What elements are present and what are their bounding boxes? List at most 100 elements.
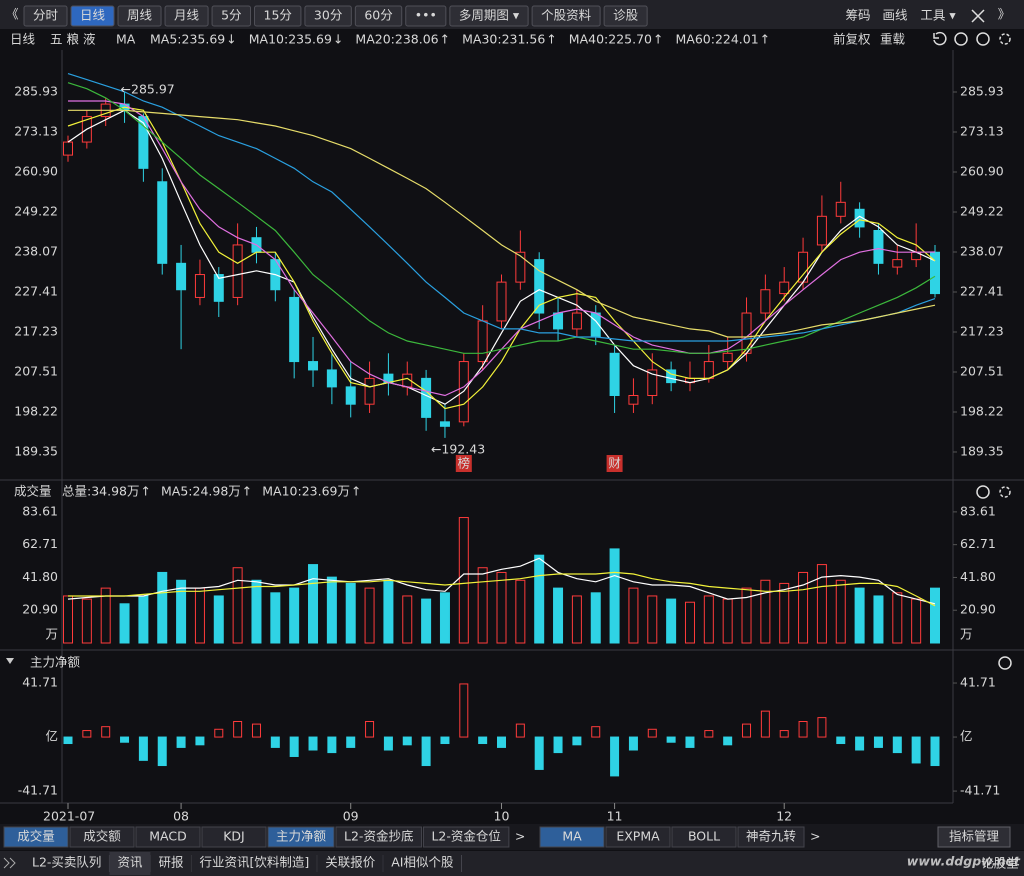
indicator-tab-label[interactable]: MACD bbox=[149, 829, 186, 844]
forward-button[interactable]: 》 bbox=[998, 7, 1011, 22]
bottom-tab-label[interactable]: 关联报价 bbox=[325, 855, 376, 870]
indicator-tab[interactable] bbox=[267, 826, 335, 848]
event-marker[interactable] bbox=[455, 455, 472, 472]
more-button[interactable]: > bbox=[515, 829, 525, 844]
flow-bar bbox=[214, 728, 224, 738]
manage-button-label[interactable]: 指标管理 bbox=[949, 829, 1000, 844]
bottom-tab[interactable] bbox=[317, 852, 384, 875]
toolbar-button[interactable] bbox=[531, 5, 601, 27]
toolbar-button[interactable] bbox=[70, 5, 115, 27]
high-label: ←285.97 bbox=[121, 81, 175, 96]
toolbar-button-label[interactable]: 日线 bbox=[80, 8, 106, 23]
toolbar-button-label[interactable]: 分时 bbox=[33, 8, 59, 23]
volume-bar bbox=[458, 517, 469, 644]
toolbar-button-label[interactable]: 月线 bbox=[174, 8, 200, 23]
toolbar-button-label[interactable]: 15分 bbox=[264, 8, 292, 23]
close-icon[interactable] bbox=[976, 485, 990, 499]
indicator-tab[interactable] bbox=[422, 826, 510, 848]
indicator-tab[interactable] bbox=[605, 826, 671, 848]
volume-bar bbox=[308, 564, 319, 644]
event-marker[interactable] bbox=[606, 455, 623, 472]
indicator-tab[interactable] bbox=[539, 826, 605, 848]
manage-button[interactable] bbox=[937, 826, 1011, 848]
volume-bar bbox=[816, 564, 827, 644]
close-icon[interactable] bbox=[998, 656, 1012, 670]
toolbar-button-label[interactable]: 多周期图 ▾ bbox=[459, 8, 520, 23]
expand-icon[interactable] bbox=[3, 857, 16, 869]
toolbar-link[interactable]: 画线 bbox=[882, 8, 908, 23]
toolbar-button-label[interactable]: 周线 bbox=[127, 8, 153, 23]
back-button[interactable]: 《 bbox=[6, 7, 19, 22]
header-link[interactable]: 重载 bbox=[880, 32, 906, 47]
ma-legend-trend: ↑ bbox=[546, 32, 556, 47]
zoom-in-icon[interactable] bbox=[954, 32, 968, 46]
indicator-tab-label[interactable]: 成交量 bbox=[17, 829, 55, 844]
flow-bar bbox=[873, 736, 883, 748]
collapse-icon[interactable] bbox=[6, 658, 14, 664]
toolbar-button[interactable] bbox=[449, 5, 529, 27]
indicator-tab[interactable] bbox=[3, 826, 69, 848]
bottom-tab[interactable] bbox=[191, 852, 318, 875]
toolbar-button-label[interactable]: 诊股 bbox=[613, 8, 639, 23]
indicator-tab-label[interactable]: MA bbox=[562, 829, 582, 844]
flow-bar bbox=[101, 726, 111, 738]
x-tick-label: 2021-07 bbox=[43, 809, 95, 824]
indicator-tab-label[interactable]: L2-资金仓位 bbox=[431, 829, 500, 844]
volume-bar bbox=[364, 587, 375, 644]
toolbar-button-label[interactable]: 个股资料 bbox=[541, 8, 592, 23]
toolbar-button-label[interactable]: 30分 bbox=[314, 8, 342, 23]
settings-icon[interactable] bbox=[999, 33, 1011, 45]
y-tick-label: 207.51 bbox=[14, 363, 58, 378]
indicator-tab-label[interactable]: KDJ bbox=[223, 829, 245, 844]
toolbar-button[interactable] bbox=[211, 5, 252, 27]
indicator-tab-label[interactable]: 主力净额 bbox=[276, 829, 327, 844]
bottom-link[interactable]: 论股堂 bbox=[981, 856, 1019, 871]
undo-icon[interactable] bbox=[933, 31, 947, 46]
indicator-tab-label[interactable]: 成交额 bbox=[83, 829, 121, 844]
indicator-tab-label[interactable]: 神奇九转 bbox=[746, 829, 796, 844]
bottom-tab-label[interactable]: AI相似个股 bbox=[391, 855, 454, 870]
toolbar-button[interactable] bbox=[117, 5, 162, 27]
bottom-tab[interactable] bbox=[24, 852, 110, 875]
toolbar-button-label[interactable]: 60分 bbox=[364, 8, 392, 23]
zoom-out-icon[interactable] bbox=[976, 32, 990, 46]
bottom-tab-label[interactable]: L2-买卖队列 bbox=[32, 855, 101, 870]
header-link[interactable]: 前复权 bbox=[833, 32, 871, 47]
indicator-tab[interactable] bbox=[69, 826, 135, 848]
indicator-tab-label[interactable]: EXPMA bbox=[616, 829, 660, 844]
indicator-tab-label[interactable]: BOLL bbox=[688, 829, 720, 844]
indicator-tab[interactable] bbox=[737, 826, 805, 848]
bottom-tab-label[interactable]: 资讯 bbox=[117, 855, 143, 870]
indicator-tab[interactable] bbox=[671, 826, 737, 848]
indicator-tab[interactable] bbox=[335, 826, 422, 848]
bottom-tab[interactable] bbox=[109, 852, 151, 875]
toolbar-button[interactable] bbox=[23, 5, 68, 27]
event-label: 榜 bbox=[458, 456, 471, 471]
bottom-tab[interactable] bbox=[150, 852, 192, 875]
flow-bar bbox=[176, 736, 186, 748]
x-tick-label: 10 bbox=[494, 809, 510, 824]
bottom-tab[interactable] bbox=[383, 852, 462, 875]
toolbar-button-label[interactable]: 5分 bbox=[221, 8, 241, 23]
fullscreen-icon[interactable] bbox=[971, 9, 985, 23]
toolbar-button[interactable] bbox=[254, 5, 302, 27]
bottom-tab-label[interactable]: 研报 bbox=[158, 855, 184, 870]
flow-bar bbox=[723, 736, 733, 746]
toolbar-button[interactable] bbox=[304, 5, 352, 27]
ma-legend-trend: ↓ bbox=[226, 32, 236, 47]
toolbar-button[interactable] bbox=[164, 5, 209, 27]
toolbar-link[interactable]: 筹码 bbox=[845, 8, 870, 23]
toolbar-button[interactable] bbox=[405, 5, 447, 27]
toolbar-link[interactable]: 工具 ▾ bbox=[920, 8, 956, 23]
volume-bar bbox=[232, 567, 243, 644]
indicator-tab[interactable] bbox=[201, 826, 267, 848]
y-tick-label: 41.80 bbox=[960, 569, 996, 584]
more-button[interactable]: > bbox=[810, 829, 820, 844]
toolbar-button[interactable] bbox=[354, 5, 403, 27]
indicator-tab[interactable] bbox=[135, 826, 201, 848]
bottom-tab-label[interactable]: 行业资讯[饮料制造] bbox=[199, 855, 309, 870]
indicator-tab-label[interactable]: L2-资金抄底 bbox=[344, 829, 413, 844]
settings-icon[interactable] bbox=[999, 486, 1011, 498]
toolbar-button[interactable] bbox=[603, 5, 648, 27]
toolbar-button-label[interactable]: ••• bbox=[415, 8, 437, 23]
